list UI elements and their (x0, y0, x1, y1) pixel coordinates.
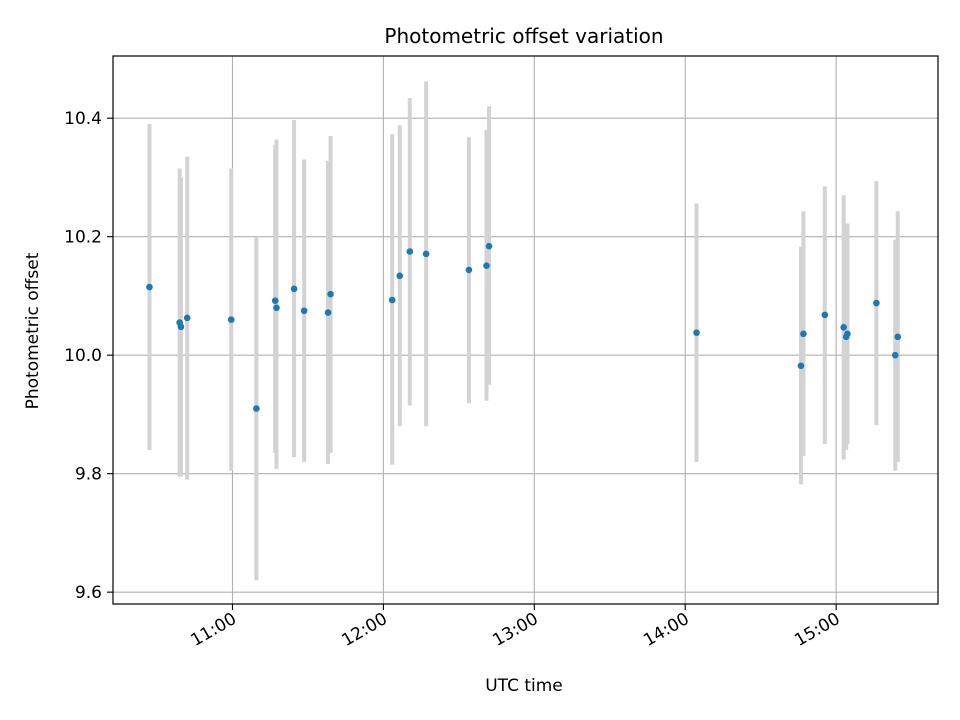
data-point (797, 362, 805, 370)
data-point (396, 272, 404, 280)
data-point (891, 351, 899, 359)
data-point (388, 296, 396, 304)
data-point (465, 266, 473, 274)
y-tick-label: 9.6 (75, 583, 102, 603)
data-point (253, 405, 260, 412)
plot-frame (112, 55, 939, 605)
x-axis-label: UTC time (485, 676, 563, 696)
data-point (693, 329, 700, 336)
grid (113, 56, 938, 604)
data-point (406, 248, 414, 255)
data-point (146, 283, 153, 291)
data-point (300, 307, 308, 315)
data-point (273, 304, 280, 312)
data-point (873, 299, 880, 307)
chart-title: Photometric offset variation (384, 24, 663, 48)
data-point (183, 314, 191, 322)
y-tick-label: 10.2 (64, 228, 102, 248)
data-point (800, 330, 807, 338)
data-point (177, 323, 185, 331)
y-axis-label: Photometric offset (23, 252, 43, 409)
data-points (146, 242, 902, 412)
data-point (844, 330, 851, 338)
data-point (821, 311, 829, 319)
y-tick-label: 10.0 (64, 346, 102, 366)
data-point (324, 309, 332, 316)
data-point (290, 285, 298, 293)
data-point (894, 333, 902, 341)
data-point (483, 262, 490, 270)
data-point (422, 250, 430, 258)
y-tick-label: 9.8 (75, 465, 102, 485)
data-point (840, 324, 847, 331)
data-point (327, 290, 334, 298)
data-point (227, 316, 235, 323)
y-tick-label: 10.4 (64, 109, 102, 129)
data-point (485, 242, 493, 250)
data-point (271, 297, 279, 304)
